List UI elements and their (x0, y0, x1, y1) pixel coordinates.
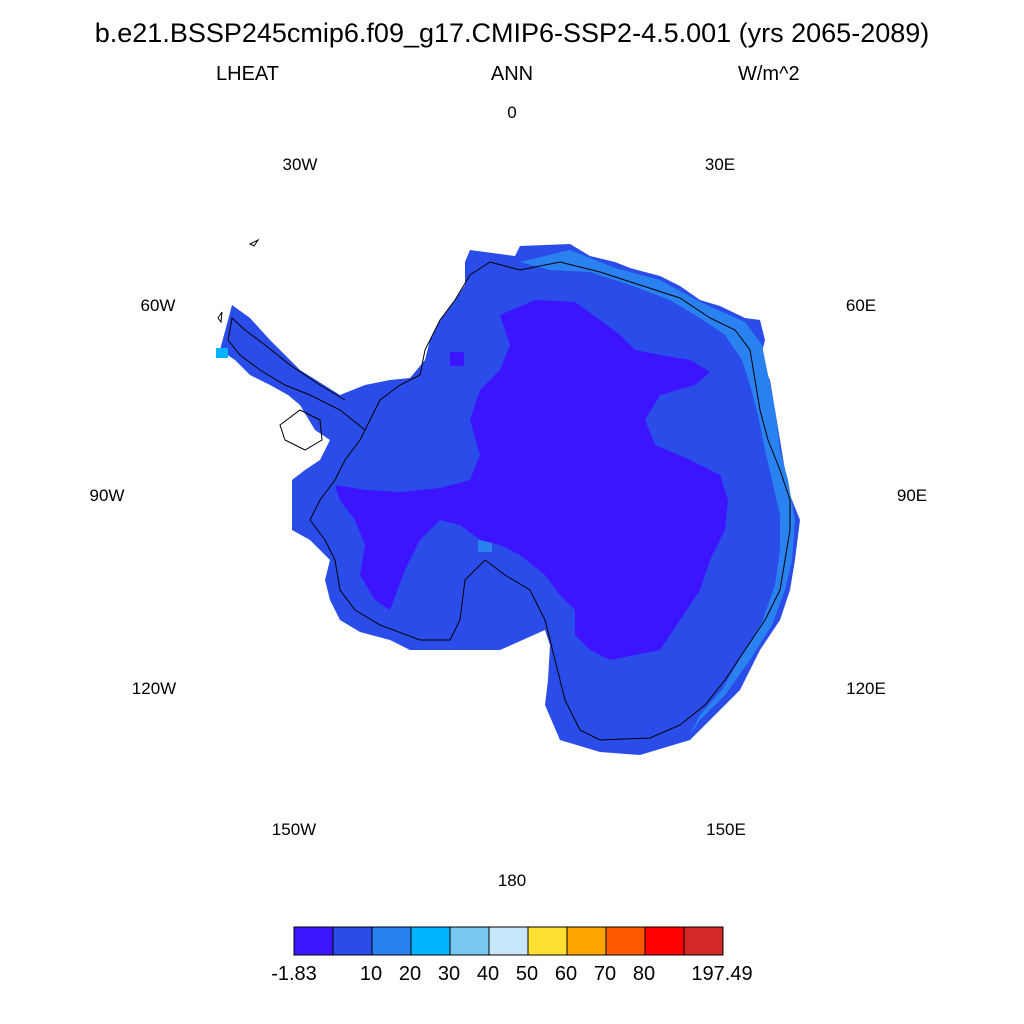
lon-label-30e: 30E (704, 155, 736, 174)
colorbar-swatch-8 (605, 926, 646, 956)
colorbar-label-8: 80 (632, 963, 656, 985)
colorbar-label-9: 197.49 (691, 963, 753, 985)
colorbar-label-3: 30 (437, 963, 461, 985)
ice-shelf-outline (279, 409, 323, 451)
colorbar-swatch-4 (449, 926, 490, 956)
peninsula-tip-cell (216, 348, 228, 358)
colorbar-swatch-9 (644, 926, 685, 956)
lon-label-0: 0 (507, 103, 517, 122)
east-plateau-low-region (335, 300, 728, 660)
ross-edge-cell (478, 540, 492, 552)
colorbar-swatch-2 (371, 926, 412, 956)
colorbar-swatch-0 (293, 926, 334, 956)
lon-label-60w: 60W (140, 296, 176, 315)
small-island-outline (248, 238, 260, 247)
colorbar-swatch-5 (488, 926, 529, 956)
colorbar-swatch-7 (566, 926, 607, 956)
lon-label-120w: 120W (131, 679, 177, 698)
colorbar-swatch-3 (410, 926, 451, 956)
lon-label-150w: 150W (271, 820, 317, 839)
coastline (309, 261, 791, 741)
peninsula-island-outline (217, 311, 223, 324)
colorbar-label-1: 10 (359, 963, 383, 985)
lon-label-150e: 150E (706, 820, 746, 839)
lon-label-30w: 30W (282, 155, 318, 174)
colorbar-label-2: 20 (398, 963, 422, 985)
season-label: ANN (490, 63, 534, 85)
colorbar-swatch-10 (683, 926, 724, 956)
lon-label-90w: 90W (89, 486, 125, 505)
colorbar (293, 926, 724, 956)
lon-label-180: 180 (497, 871, 527, 890)
colorbar-swatch-1 (332, 926, 373, 956)
variable-label: LHEAT (216, 63, 279, 85)
colorbar-swatch-6 (527, 926, 568, 956)
lon-label-60e: 60E (845, 296, 877, 315)
colorbar-label-7: 70 (593, 963, 617, 985)
colorbar-label-4: 40 (476, 963, 500, 985)
peninsula-coastline (227, 317, 366, 431)
colorbar-label-6: 60 (554, 963, 578, 985)
plot-title: b.e21.BSSP245cmip6.f09_g17.CMIP6-SSP2-4.… (94, 18, 930, 48)
colorbar-label-0: -1.83 (271, 963, 317, 985)
units-label: W/m^2 (738, 63, 800, 85)
lon-label-120e: 120E (846, 679, 886, 698)
small-low-cell (450, 352, 464, 366)
lon-label-90e: 90E (896, 486, 928, 505)
colorbar-label-5: 50 (515, 963, 539, 985)
